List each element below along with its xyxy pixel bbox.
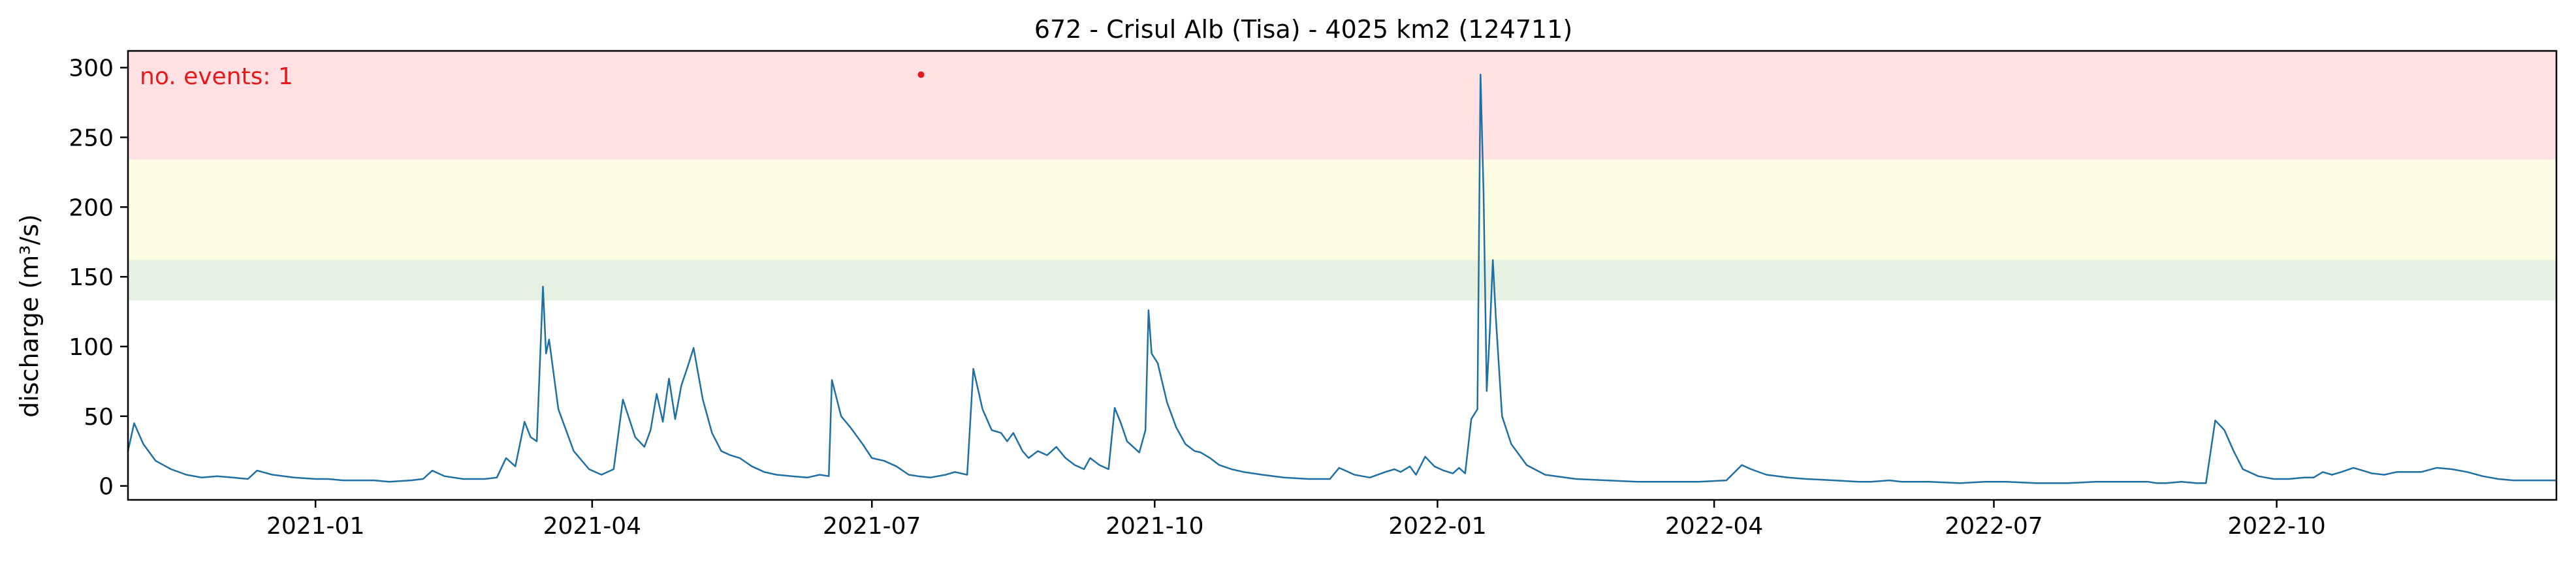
x-tick-label: 2022-04 [1665, 513, 1763, 540]
threshold-band-medium [128, 159, 2556, 260]
chart-title: 672 - Crisul Alb (Tisa) - 4025 km2 (1247… [1034, 15, 1572, 44]
series-layer [127, 74, 2556, 484]
x-tick-label: 2021-07 [823, 513, 921, 540]
events-layer [917, 71, 925, 78]
y-axis-label: discharge (m³/s) [15, 214, 44, 418]
series-line-0 [127, 74, 2556, 484]
y-axis: 0 50 100 150 200 250 300 [69, 55, 128, 501]
threshold-band-low [128, 260, 2556, 301]
x-tick-label: 2021-01 [266, 513, 364, 540]
x-tick-label: 2022-10 [2227, 513, 2325, 540]
plot-frame [127, 50, 2558, 501]
x-tick-label: 2022-01 [1388, 513, 1486, 540]
y-tick-label: 250 [69, 125, 114, 151]
y-tick-label: 0 [99, 474, 114, 501]
y-tick-label: 300 [69, 55, 114, 82]
x-tick-label: 2022-07 [1945, 513, 2043, 540]
x-tick-label: 2021-04 [543, 513, 641, 540]
x-axis: 2021-01 2021-04 2021-07 2021-10 2022-01 2022-… [266, 500, 2326, 540]
y-tick-label: 100 [69, 334, 114, 361]
event-marker-0 [917, 71, 925, 78]
y-tick-label: 50 [84, 404, 114, 431]
y-tick-label: 200 [69, 194, 114, 221]
threshold-band-high [128, 51, 2556, 160]
x-tick-label: 2021-10 [1105, 513, 1203, 540]
threshold-bands [128, 51, 2556, 301]
events-annotation: no. events: 1 [140, 63, 293, 90]
y-tick-label: 150 [69, 264, 114, 291]
